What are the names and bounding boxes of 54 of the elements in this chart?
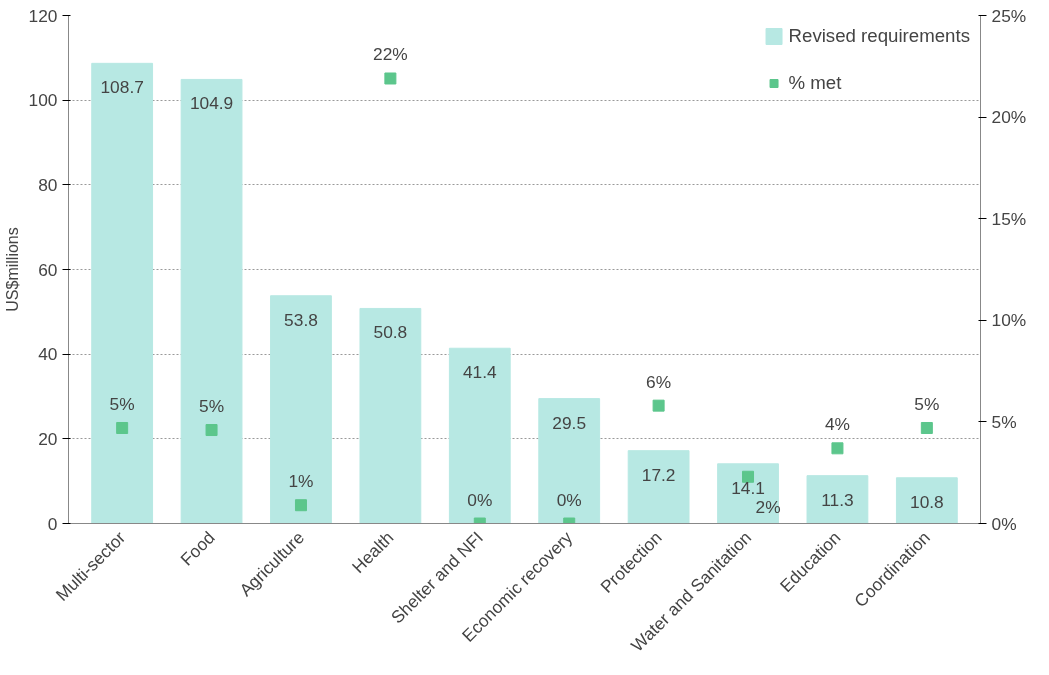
y2-tick-label: 5% (991, 411, 1017, 432)
data-label: 22% (373, 44, 408, 65)
y2-tick-label: 20% (991, 107, 1027, 128)
y-tick-label: 0 (47, 513, 58, 534)
point (116, 422, 129, 434)
y-tick-label: 60 (38, 259, 58, 280)
data-label: 0% (467, 489, 493, 510)
bar (717, 463, 779, 524)
data-label: 1% (288, 471, 314, 492)
data-label: 53.8 (284, 309, 318, 330)
bar (91, 62, 154, 524)
point (384, 72, 397, 85)
data-label: 108.7 (100, 77, 144, 98)
data-label: 6% (646, 371, 672, 392)
y-tick-label: 40 (38, 344, 58, 365)
data-label: 29.5 (552, 412, 587, 433)
y2-tick-label: 0% (991, 513, 1017, 534)
data-label: 17.2 (641, 464, 676, 485)
bar (806, 475, 869, 524)
data-label: 5% (109, 394, 135, 414)
y-tick-label: 120 (28, 5, 58, 26)
data-label: 11.3 (821, 489, 854, 510)
data-label: 104.9 (189, 93, 234, 114)
point (742, 470, 755, 483)
point (652, 399, 665, 412)
data-label: 0% (556, 489, 582, 510)
legend-label: Revised requirements (788, 25, 970, 47)
point (831, 442, 844, 455)
y2-tick-label: 25% (991, 5, 1027, 26)
point (294, 499, 307, 512)
data-label: 41.4 (462, 362, 498, 383)
y-axis-title: US$millions (3, 227, 21, 312)
y2-tick-label: 10% (991, 310, 1027, 331)
data-label: 5% (199, 396, 225, 417)
data-label: 4% (824, 414, 850, 435)
data-label: 2% (755, 496, 781, 517)
legend-label: % met (788, 72, 842, 94)
bar (359, 307, 422, 524)
bar (448, 347, 511, 524)
data-label: 50.8 (373, 322, 408, 343)
bar (627, 450, 690, 524)
bar (895, 477, 958, 524)
data-label: 5% (914, 394, 940, 414)
data-label: 14.1 (731, 477, 765, 498)
bar (180, 78, 243, 524)
point (920, 422, 933, 434)
y2-tick-label: 15% (991, 208, 1027, 229)
data-label: 10.8 (909, 491, 944, 512)
point (205, 424, 218, 437)
bar (538, 398, 601, 524)
y-tick-label: 20 (38, 428, 58, 449)
y-tick-label: 80 (38, 174, 58, 195)
y-tick-label: 100 (28, 90, 58, 111)
bar (270, 295, 332, 524)
